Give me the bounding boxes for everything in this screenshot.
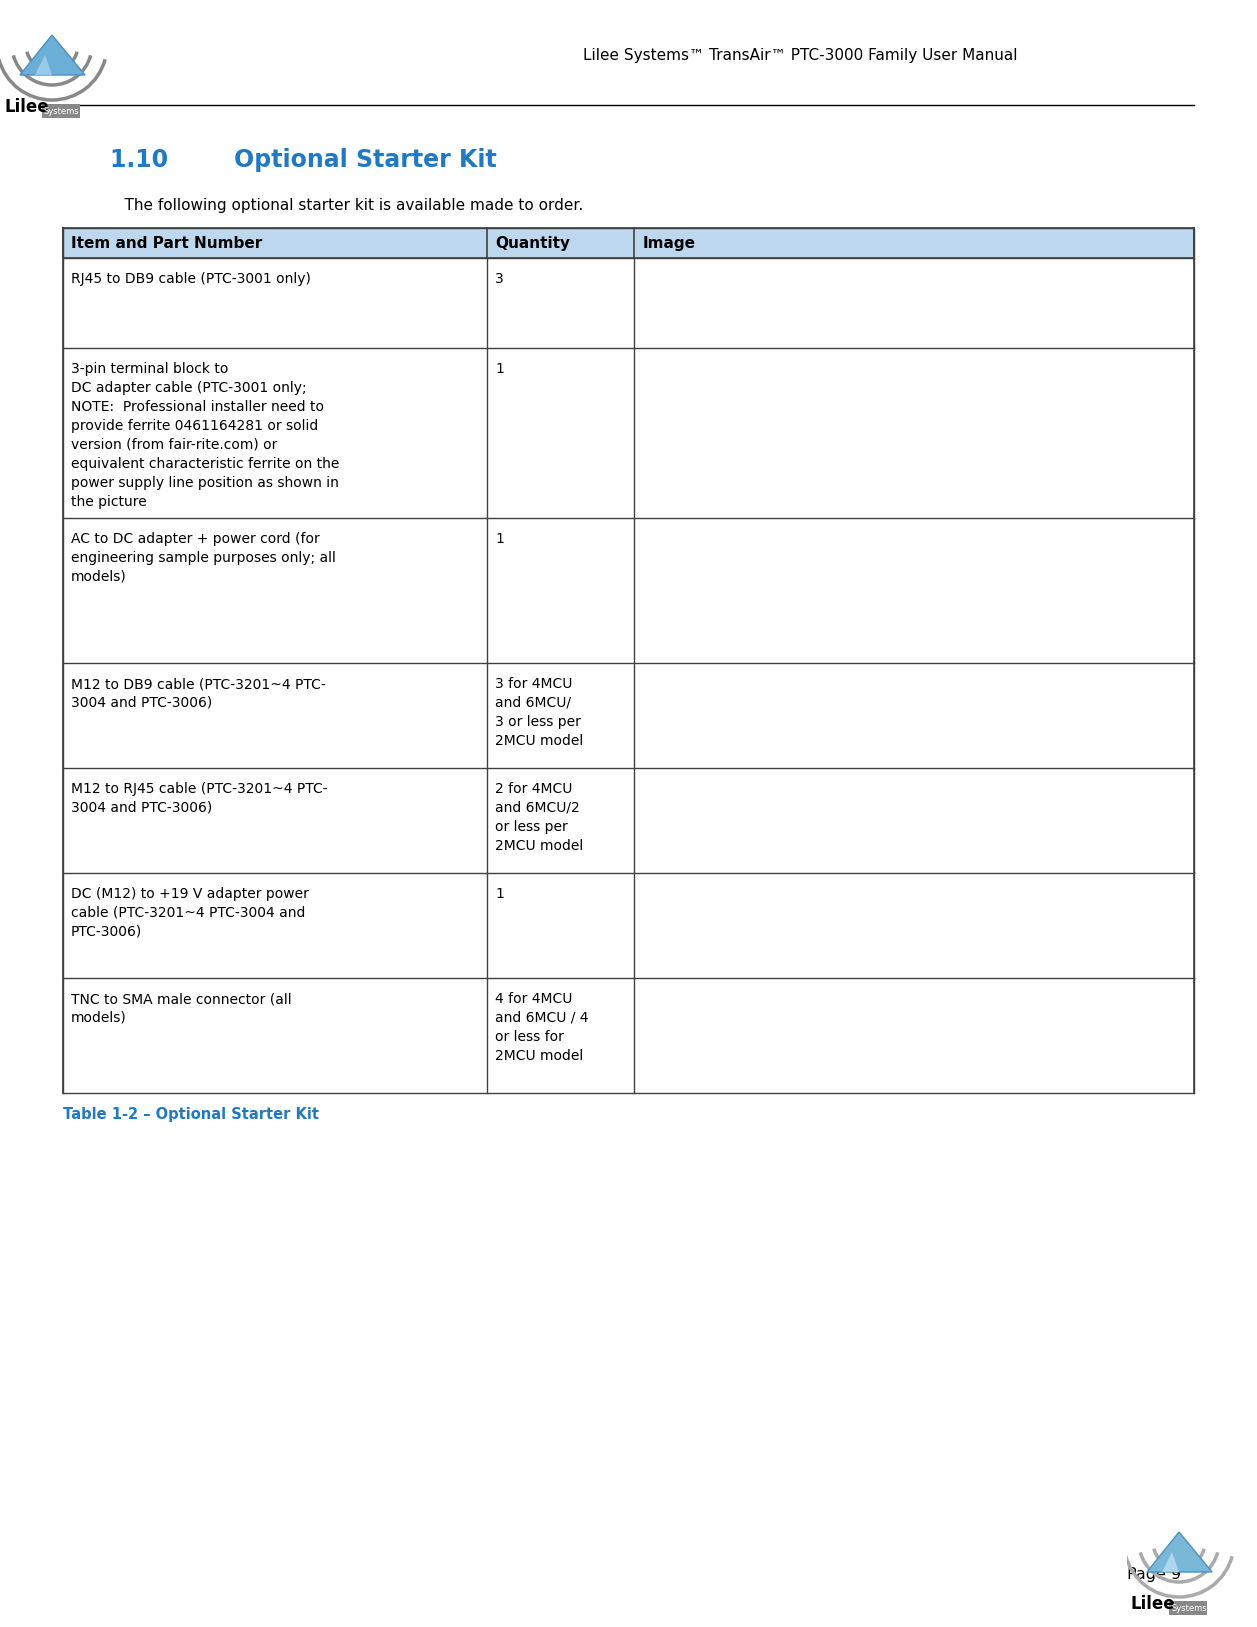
Bar (63, 768, 1194, 874)
Text: 4 for 4MCU
and 6MCU / 4
or less for
2MCU model: 4 for 4MCU and 6MCU / 4 or less for 2MCU… (495, 992, 588, 1062)
Text: 3-pin terminal block to
DC adapter cable (PTC-3001 only;
NOTE:  Professional ins: 3-pin terminal block to DC adapter cable… (70, 361, 339, 509)
Text: Systems: Systems (1172, 1604, 1207, 1612)
Text: Quantity: Quantity (495, 236, 571, 251)
Polygon shape (20, 36, 85, 75)
Text: AC to DC adapter + power cord (for
engineering sample purposes only; all
models): AC to DC adapter + power cord (for engin… (70, 532, 336, 584)
Text: 2 for 4MCU
and 6MCU/2
or less per
2MCU model: 2 for 4MCU and 6MCU/2 or less per 2MCU m… (495, 783, 583, 853)
Polygon shape (1161, 1552, 1179, 1572)
Polygon shape (1146, 1533, 1212, 1572)
Text: DC (M12) to +19 V adapter power
cable (PTC-3201~4 PTC-3004 and
PTC-3006): DC (M12) to +19 V adapter power cable (P… (70, 887, 309, 939)
Text: M12 to DB9 cable (PTC-3201~4 PTC-
3004 and PTC-3006): M12 to DB9 cable (PTC-3201~4 PTC- 3004 a… (70, 677, 326, 709)
Bar (63, 259, 1194, 348)
Text: Image: Image (642, 236, 695, 251)
Text: Lilee: Lilee (4, 98, 49, 116)
Bar (41, 104, 80, 119)
Bar (63, 228, 1194, 259)
Text: 1: 1 (495, 887, 504, 901)
Bar (63, 517, 1194, 662)
Text: 1: 1 (495, 361, 504, 376)
Bar (63, 348, 1194, 517)
Text: TNC to SMA male connector (all
models): TNC to SMA male connector (all models) (70, 992, 292, 1025)
Text: Page 9: Page 9 (1128, 1567, 1182, 1583)
Text: Lilee: Lilee (1131, 1594, 1175, 1612)
Bar (63, 874, 1194, 978)
Text: Item and Part Number: Item and Part Number (70, 236, 263, 251)
Polygon shape (35, 55, 52, 75)
Text: The following optional starter kit is available made to order.: The following optional starter kit is av… (106, 197, 583, 213)
Text: 3: 3 (495, 272, 504, 286)
Text: 1: 1 (495, 532, 504, 547)
Bar (1169, 1601, 1207, 1616)
Text: RJ45 to DB9 cable (PTC-3001 only): RJ45 to DB9 cable (PTC-3001 only) (70, 272, 310, 286)
Bar (63, 978, 1194, 1093)
Text: 1.10        Optional Starter Kit: 1.10 Optional Starter Kit (111, 148, 497, 172)
Text: Table 1-2 – Optional Starter Kit: Table 1-2 – Optional Starter Kit (63, 1108, 319, 1123)
Text: M12 to RJ45 cable (PTC-3201~4 PTC-
3004 and PTC-3006): M12 to RJ45 cable (PTC-3201~4 PTC- 3004 … (70, 783, 328, 815)
Text: Systems: Systems (44, 107, 79, 116)
Text: Lilee Systems™ TransAir™ PTC-3000 Family User Manual: Lilee Systems™ TransAir™ PTC-3000 Family… (583, 47, 1017, 62)
Bar (63, 662, 1194, 768)
Text: 3 for 4MCU
and 6MCU/
3 or less per
2MCU model: 3 for 4MCU and 6MCU/ 3 or less per 2MCU … (495, 677, 583, 748)
